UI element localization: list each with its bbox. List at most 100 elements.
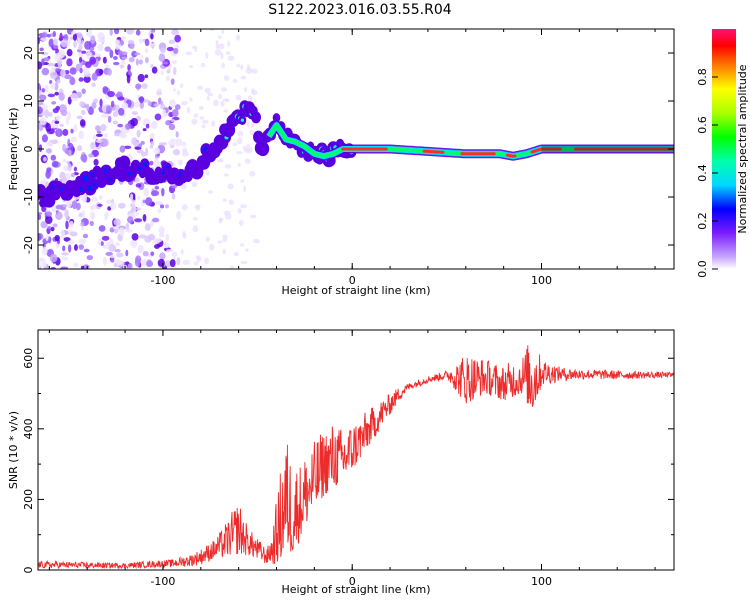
noise-blob — [220, 52, 224, 60]
noise-blob — [63, 237, 71, 242]
signal-track — [38, 100, 674, 208]
noise-blob — [41, 67, 50, 76]
noise-blob — [64, 145, 70, 149]
noise-blob — [150, 33, 154, 40]
noise-blob — [84, 40, 92, 50]
noise-blob — [149, 144, 154, 149]
noise-blob — [246, 143, 251, 148]
noise-blob — [113, 218, 121, 226]
noise-blob — [90, 205, 94, 211]
noise-blob — [50, 226, 55, 232]
colorbar-ticks: 0.0 0.2 0.4 0.6 0.8 — [696, 68, 718, 278]
noise-blob — [60, 69, 66, 78]
noise-blob — [81, 88, 86, 95]
noise-blob — [136, 149, 144, 154]
noise-blob — [88, 153, 94, 158]
noise-blob — [75, 32, 83, 40]
noise-blob — [51, 139, 59, 145]
noise-blob — [68, 149, 72, 156]
noise-blob — [160, 47, 166, 54]
noise-blob — [81, 50, 87, 54]
noise-blob — [65, 220, 69, 230]
noise-blob — [66, 48, 73, 57]
noise-blob — [145, 57, 149, 64]
noise-blob — [159, 252, 166, 260]
noise-blob — [228, 199, 234, 206]
noise-blob — [179, 83, 184, 88]
noise-blob — [70, 128, 74, 134]
noise-blob — [45, 122, 51, 132]
noise-blob — [125, 222, 130, 230]
track-blob-core — [161, 171, 165, 175]
noise-blob — [171, 108, 179, 117]
noise-blob — [127, 263, 133, 269]
noise-blob — [134, 257, 141, 267]
noise-blob — [221, 62, 225, 69]
noise-blob — [165, 204, 169, 209]
noise-blob — [159, 142, 168, 146]
noise-blob — [140, 55, 144, 59]
noise-blob — [235, 34, 241, 41]
noise-blob — [96, 130, 102, 134]
noise-blob — [251, 89, 258, 96]
noise-blob — [87, 106, 94, 115]
colorbar-label: Normalized spectral amplitude — [736, 64, 749, 233]
noise-blob — [76, 145, 83, 152]
noise-blob — [118, 227, 125, 236]
snr-line — [38, 345, 674, 570]
noise-blob — [151, 29, 156, 33]
noise-blob — [204, 257, 210, 265]
noise-blob — [128, 57, 135, 63]
noise-blob — [180, 249, 184, 255]
noise-blob — [126, 74, 131, 84]
noise-blob — [209, 29, 215, 32]
noise-blob — [81, 194, 87, 204]
noise-blob — [117, 50, 123, 56]
noise-blob — [39, 117, 47, 126]
noise-blob — [41, 51, 49, 56]
noise-blob — [95, 125, 101, 132]
noise-blob — [237, 130, 244, 137]
noise-blob — [112, 55, 118, 61]
noise-blob — [41, 134, 48, 143]
noise-blob — [153, 103, 160, 107]
noise-blob — [82, 233, 89, 239]
noise-blob — [133, 140, 140, 148]
noise-blob — [96, 133, 103, 137]
noise-blob — [49, 70, 58, 80]
noise-blob — [189, 65, 194, 69]
noise-blob — [170, 78, 175, 85]
y-tick-label: 20 — [22, 46, 35, 60]
noise-blob — [165, 233, 170, 242]
noise-blob — [61, 252, 69, 256]
noise-blob — [185, 51, 193, 56]
noise-blob — [131, 111, 138, 116]
colorbar: 0.0 0.2 0.4 0.6 0.8 Normalized spectral ampl… — [696, 29, 749, 278]
noise-blob — [135, 183, 142, 188]
noise-blob — [66, 160, 70, 164]
noise-blob — [236, 63, 241, 68]
noise-blob — [97, 43, 104, 52]
noise-blob — [102, 86, 109, 94]
noise-blob — [73, 244, 78, 251]
noise-blob — [105, 251, 113, 257]
noise-blob — [153, 147, 161, 155]
noise-blob — [240, 260, 248, 265]
noise-blob — [130, 207, 135, 213]
noise-blob — [118, 202, 126, 209]
noise-blob — [237, 137, 243, 145]
noise-blob — [103, 211, 109, 219]
noise-blob — [232, 142, 238, 147]
noise-blob — [142, 128, 147, 132]
noise-blob — [63, 165, 69, 171]
noise-blob — [52, 30, 57, 38]
noise-blob — [109, 254, 116, 259]
noise-blob — [245, 248, 249, 252]
noise-blob — [71, 30, 76, 35]
noise-blob — [157, 258, 165, 267]
noise-blob — [42, 156, 47, 162]
noise-blob — [138, 38, 144, 44]
noise-blob — [98, 225, 106, 232]
noise-blob — [38, 232, 42, 242]
noise-blob — [174, 104, 181, 111]
